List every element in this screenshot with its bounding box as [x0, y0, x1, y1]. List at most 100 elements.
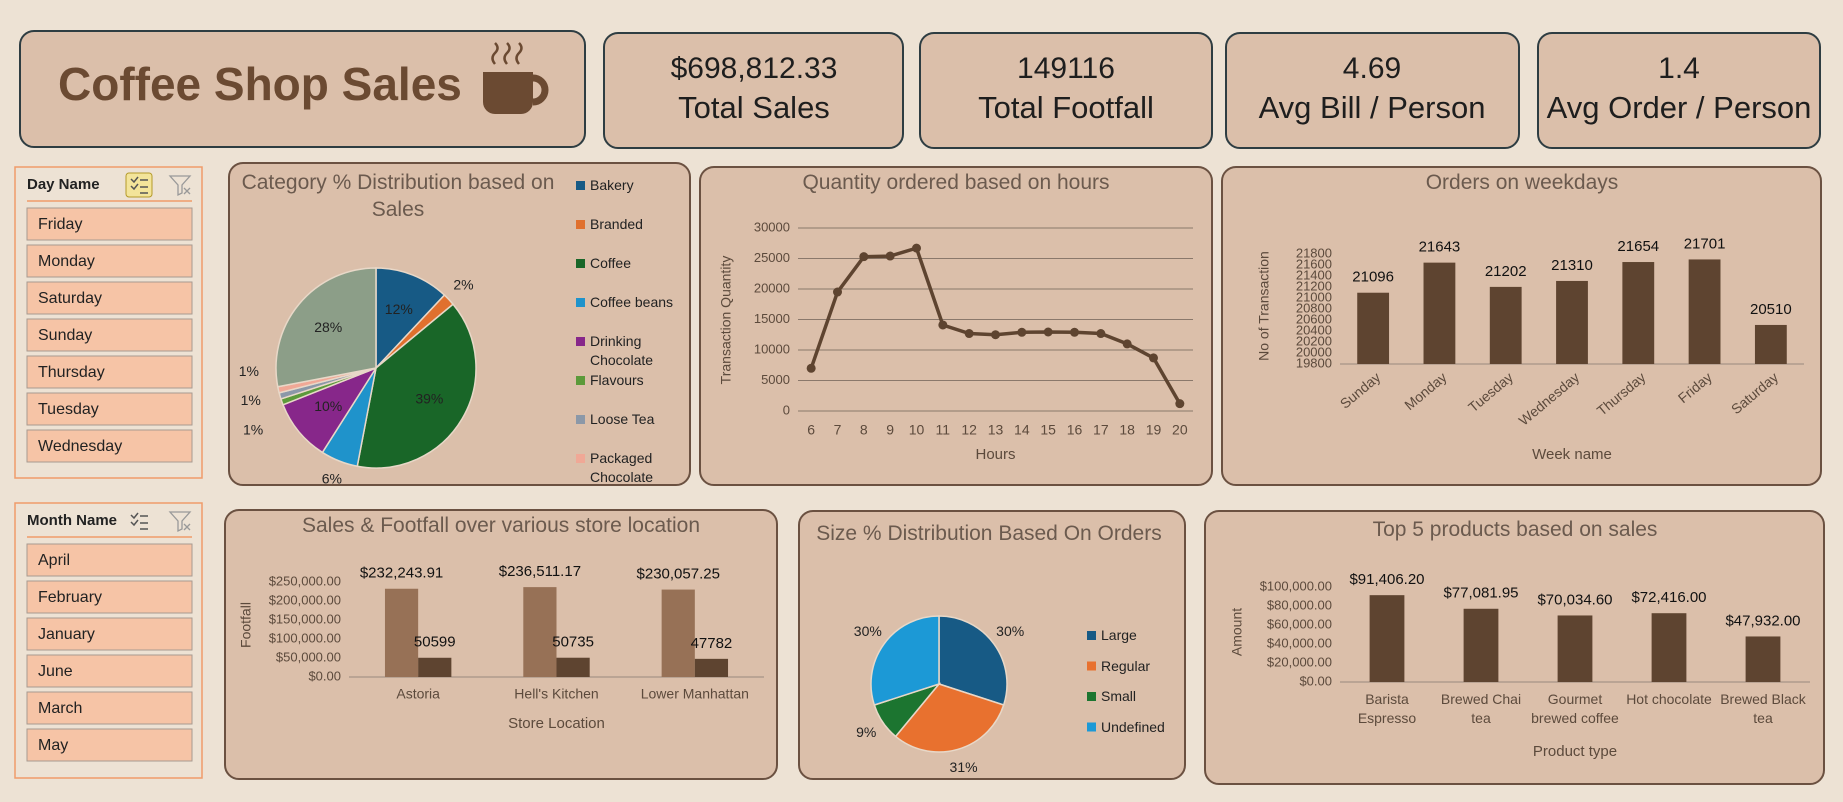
pie-slice — [894, 683, 1005, 753]
data-label: $77,081.95 — [1443, 585, 1518, 602]
line-marker — [1043, 327, 1053, 337]
clear-filter-icon[interactable] — [168, 511, 192, 533]
data-label: 47782 — [691, 635, 733, 652]
chart-panel — [699, 166, 1213, 486]
line-marker — [991, 330, 1000, 340]
x-tick-label: Gourmet brewed coffee — [1531, 691, 1619, 726]
legend-label-box: Undefined — [1101, 718, 1165, 735]
kpi-card — [603, 32, 904, 149]
bar — [661, 589, 695, 677]
legend-label-box: Small — [1101, 688, 1137, 704]
data-label: $70,034.60 — [1537, 591, 1612, 608]
pie-slice — [870, 615, 940, 706]
x-tick-label: 8 — [860, 422, 868, 438]
data-label: 1% — [239, 363, 259, 379]
bar — [1754, 324, 1787, 364]
bar — [1423, 262, 1456, 364]
slicer-item[interactable] — [26, 244, 193, 278]
y-tick-label: 19800 — [1296, 355, 1332, 370]
y-tick-label: 21800 — [1296, 245, 1332, 260]
line-marker — [833, 287, 842, 297]
bar — [556, 657, 590, 677]
line-marker — [964, 329, 974, 339]
slicer-item-label: April — [38, 552, 70, 569]
data-label: 30% — [854, 623, 882, 639]
y-tick-label: $20,000.00 — [1267, 654, 1332, 669]
data-label: 21096 — [1352, 269, 1394, 286]
bar — [1557, 615, 1593, 682]
slicer-item[interactable] — [26, 318, 193, 352]
x-tick-label-box: Gourmet brewed coffee — [1531, 691, 1619, 726]
slicer-item[interactable] — [26, 207, 193, 241]
multi-select-icon — [130, 176, 148, 194]
chart-panel — [1204, 510, 1825, 785]
chart-title: Size % Distribution Based On Orders — [816, 522, 1162, 545]
data-label: 1% — [241, 392, 261, 408]
data-label: 20510 — [1750, 301, 1792, 318]
data-label: 21654 — [1617, 238, 1659, 255]
chart-title-box: Size % Distribution Based On Orders — [816, 522, 1162, 545]
data-label: 30% — [996, 623, 1024, 639]
slicer-item[interactable] — [26, 691, 193, 725]
legend-label: Small — [1101, 688, 1137, 704]
slicer-item-label: January — [38, 626, 95, 643]
data-label: 28% — [314, 319, 342, 335]
legend-label: Packaged Chocolate — [590, 450, 654, 485]
y-tick-label: $0.00 — [308, 668, 341, 683]
slicer-item[interactable] — [26, 728, 193, 762]
legend-label-box: Packaged Chocolate — [590, 450, 654, 485]
slicer-item-label: Wednesday — [38, 438, 122, 455]
slicer — [14, 166, 203, 479]
multi-select-button[interactable] — [125, 172, 153, 198]
y-axis-title: Amount — [1229, 608, 1245, 656]
slicer-item[interactable] — [26, 355, 193, 389]
kpi-label: Avg Bill / Person — [1259, 90, 1486, 125]
slicer-item[interactable] — [26, 281, 193, 315]
y-axis-title: No of Transaction — [1256, 251, 1272, 361]
bar — [1745, 636, 1781, 682]
x-tick-label: 14 — [1014, 422, 1030, 438]
slicer-item[interactable] — [26, 392, 193, 426]
line-marker — [1149, 353, 1158, 363]
slicer-item[interactable] — [26, 429, 193, 463]
x-tick-label: 11 — [936, 422, 951, 438]
y-tick-label: $0.00 — [1299, 673, 1332, 688]
legend-label-box: Regular — [1101, 658, 1150, 674]
chart-title-box: Category % Distribution based on Sales — [241, 171, 555, 221]
legend-label: Coffee — [590, 255, 631, 271]
legend-swatch — [576, 259, 585, 268]
y-axis-title: Footfall — [238, 602, 254, 648]
kpi-label: Avg Order / Person — [1547, 90, 1812, 125]
multi-select-icon — [130, 512, 148, 530]
clear-filter-icon[interactable] — [168, 175, 192, 197]
data-label: $72,416.00 — [1631, 589, 1706, 606]
y-tick-label: 20600 — [1296, 311, 1332, 326]
x-tick-label: Hot chocolate — [1626, 691, 1712, 707]
coffee-icon — [483, 42, 549, 114]
legend-label: Bakery — [590, 177, 634, 193]
x-tick-label: Hell's Kitchen — [514, 686, 598, 702]
kpi-card — [919, 32, 1213, 149]
line-marker — [1122, 339, 1132, 349]
data-label: 6% — [322, 470, 342, 486]
kpi-value: 149116 — [1017, 52, 1115, 85]
x-tick-label: 19 — [1146, 422, 1162, 438]
slicer-item[interactable] — [26, 617, 193, 651]
legend-label: Undefined — [1101, 718, 1165, 735]
slicer-item[interactable] — [26, 580, 193, 614]
chart-title: Category % Distribution based on Sales — [241, 171, 555, 221]
data-label: 39% — [415, 390, 443, 406]
legend-label-box: Flavours — [590, 372, 644, 388]
slicer-item-label: Tuesday — [38, 401, 99, 418]
chart-title: Quantity ordered based on hours — [802, 171, 1110, 194]
legend-label: Flavours — [590, 372, 644, 388]
line-marker — [1017, 327, 1027, 337]
slicer-item[interactable] — [26, 543, 193, 577]
dashboard-title: Coffee Shop Sales — [58, 58, 462, 110]
legend-label-box: Large — [1101, 627, 1137, 643]
data-label: 9% — [856, 724, 876, 740]
chart-title-box: Orders on weekdays — [1426, 171, 1619, 194]
slicer-item[interactable] — [26, 654, 193, 688]
x-axis-title: Hours — [975, 446, 1015, 463]
legend-label: Large — [1101, 627, 1137, 643]
